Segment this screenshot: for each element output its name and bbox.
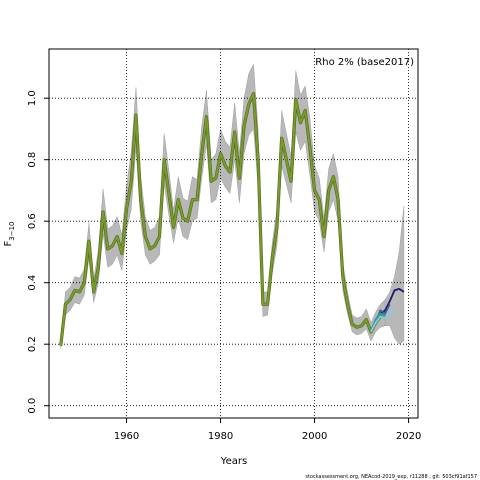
x-tick-label: 1960 <box>114 431 139 442</box>
retro-line-5 <box>370 309 395 333</box>
confidence-bands <box>60 63 405 349</box>
chart-annotation: Rho 2% (base2017) <box>315 57 414 68</box>
x-axis-label: Years <box>220 456 247 467</box>
series-lines <box>59 91 405 346</box>
y-axis-label-main: F <box>3 241 14 247</box>
y-tick-label: 1.0 <box>27 90 38 106</box>
footer-attribution: stockassessment.org, NEAcod-2019_exp, r1… <box>305 474 477 480</box>
axes: 1960 1980 2000 2020 0.0 0.2 0.4 0.6 0.8 1.0 <box>27 90 421 442</box>
y-tick-label: 0.8 <box>27 152 38 168</box>
y-tick-label: 0.2 <box>27 336 38 352</box>
estimate-line-shadow <box>59 91 386 346</box>
x-tick-label: 1980 <box>208 431 233 442</box>
y-tick-label: 0.6 <box>27 213 38 229</box>
confidence-band-0 <box>60 63 386 349</box>
x-tick-label: 2020 <box>396 431 421 442</box>
y-axis-label: F3−10 <box>3 222 16 247</box>
x-tick-label: 2000 <box>302 431 327 442</box>
estimate-line <box>59 92 386 346</box>
y-tick-label: 0.0 <box>27 398 38 414</box>
confidence-band-1 <box>384 205 405 345</box>
plot-frame <box>48 48 419 419</box>
y-axis-label-subscript: 3−10 <box>8 222 16 241</box>
retro-line-4 <box>370 312 386 331</box>
y-tick-label: 0.4 <box>27 275 38 291</box>
